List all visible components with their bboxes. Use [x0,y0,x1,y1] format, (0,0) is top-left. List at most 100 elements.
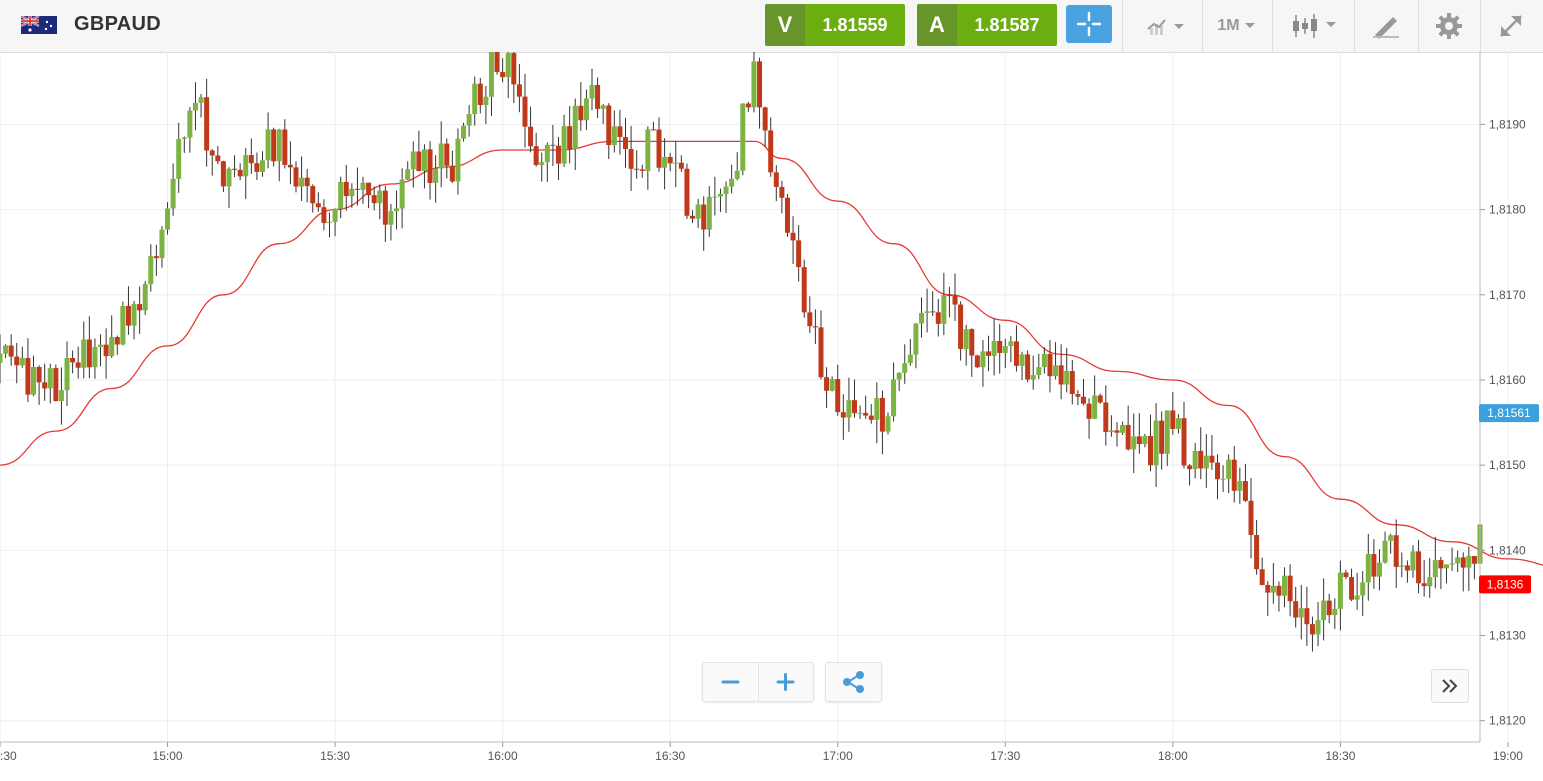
candle [1349,568,1355,602]
crosshair-icon [1076,11,1102,37]
candle [1455,550,1461,573]
candle [1203,434,1209,488]
candle-body [1164,410,1170,454]
candle [1427,558,1433,598]
drawing-tools-button[interactable] [1355,0,1417,52]
candle [673,141,679,188]
candle-body [539,162,545,165]
candle-body [1248,500,1254,535]
candle [494,52,500,75]
line-chart-icon [1147,19,1184,35]
moving-average-line [0,140,1543,566]
candle [1416,539,1422,594]
candle [879,390,885,455]
candle [1092,375,1098,420]
candle [656,117,662,172]
candle-style-menu[interactable] [1273,0,1353,52]
candle-body [14,356,20,366]
plus-icon [776,673,795,691]
scroll-right-button[interactable] [1431,669,1469,703]
candle-body [98,344,104,347]
candle-body [276,129,282,162]
candle [623,117,629,168]
candle-body [466,114,472,126]
x-tick-label: 17:30 [990,749,1020,763]
candle [835,364,841,416]
candle-body [857,412,863,414]
candle-body [1443,564,1449,569]
candle [930,291,936,317]
candle [248,138,254,174]
price-chart[interactable]: 1,8120 1,8130 1,8140 1,8150 1,8160 1,8170 1,81… [0,52,1543,781]
candle [165,202,171,235]
candle-body [70,357,76,363]
candle [226,167,232,208]
fullscreen-button[interactable] [1481,0,1541,52]
candle-body [42,382,48,389]
candle-body [779,186,785,198]
candle-body [131,304,137,326]
candle-body [1242,481,1248,501]
candle [1181,401,1187,469]
candle [410,141,416,188]
candle-body [1008,341,1014,347]
settings-button[interactable] [1419,0,1479,52]
candle-body [1080,396,1086,404]
candle-body [360,182,366,190]
candle-body [762,107,768,131]
candle [1226,454,1232,494]
y-tick-label: 1,8190 [1489,117,1526,131]
candle [148,244,154,292]
timeframe-label: 1M [1217,17,1240,34]
gb-au-flag-icon [21,16,57,34]
candle [1075,390,1081,406]
candle-body [472,83,478,115]
candle [963,324,969,366]
candle [360,176,366,204]
candle [1170,391,1176,435]
candle-body [433,168,439,183]
candle [282,119,288,169]
sell-quote-button[interactable]: V 1.81559 [765,4,905,46]
candle-body [896,372,902,380]
candle [1270,563,1276,604]
buy-quote-button[interactable]: A 1.81587 [917,4,1057,46]
toolbar-separator [1480,0,1481,52]
candle-body [801,267,807,313]
candle-body [1198,450,1204,469]
candle-body [243,155,249,177]
candle-body [304,177,310,187]
candle [617,109,623,155]
candle [528,106,534,153]
candle [1460,552,1466,592]
share-button[interactable] [825,662,882,702]
y-tick-label: 1,8180 [1489,203,1526,217]
candle-body [1053,365,1059,377]
instrument-symbol: GBPAUD [74,13,161,35]
zoom-in-button[interactable] [758,663,813,701]
candle-body [187,110,193,138]
candle-body [1466,555,1472,568]
candle-body [751,61,757,108]
candle-body [924,311,930,313]
candle [1298,585,1304,640]
double-chevron-right-icon [1442,679,1458,693]
crosshair-button[interactable] [1066,5,1112,43]
candle-body [1036,367,1042,376]
candle [1393,519,1399,588]
candle [1131,413,1137,474]
candle [1036,353,1042,380]
candle [1282,567,1288,608]
candle-body [120,305,126,345]
zoom-out-button[interactable] [703,663,759,701]
candle [232,155,238,178]
timeframe-menu[interactable]: 1M [1203,0,1271,52]
candle [522,73,528,148]
candle [628,125,634,191]
candle [81,321,87,379]
candle [885,412,891,435]
chart-type-menu[interactable] [1123,0,1201,52]
candle [382,185,388,242]
candle-body [416,151,422,171]
candle-body [165,208,171,230]
